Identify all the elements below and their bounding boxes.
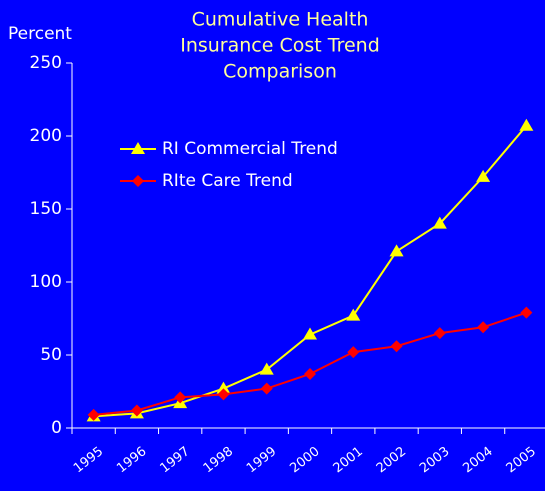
point (304, 367, 316, 380)
point (390, 340, 403, 353)
y-axis-label: Percent (8, 24, 72, 44)
y-tick-label: 150 (30, 199, 62, 219)
chart-title: Comparison (223, 61, 337, 83)
legend-label: RI Commercial Trend (162, 139, 338, 159)
point (433, 327, 446, 340)
point (217, 388, 230, 401)
chart-title: Insurance Cost Trend (180, 35, 380, 57)
legend-marker (131, 142, 145, 154)
point (476, 169, 491, 182)
y-tick-label: 0 (51, 418, 62, 438)
legend-label: RIte Care Trend (162, 171, 293, 191)
y-tick-label: 100 (30, 272, 62, 292)
point (520, 306, 533, 319)
point (216, 381, 231, 394)
y-tick-label: 50 (40, 345, 62, 365)
point (259, 362, 274, 375)
point (432, 216, 447, 229)
legend-marker (132, 175, 144, 187)
point (477, 321, 490, 334)
point (389, 244, 404, 257)
point (130, 404, 143, 417)
point (303, 327, 317, 340)
chart-title: Cumulative Health (192, 9, 369, 31)
point (519, 118, 534, 131)
y-tick-label: 200 (30, 126, 62, 146)
point (347, 346, 360, 359)
point (260, 382, 273, 395)
y-tick-label: 250 (30, 53, 62, 73)
point (87, 408, 100, 421)
point (346, 308, 361, 321)
point (174, 391, 187, 404)
